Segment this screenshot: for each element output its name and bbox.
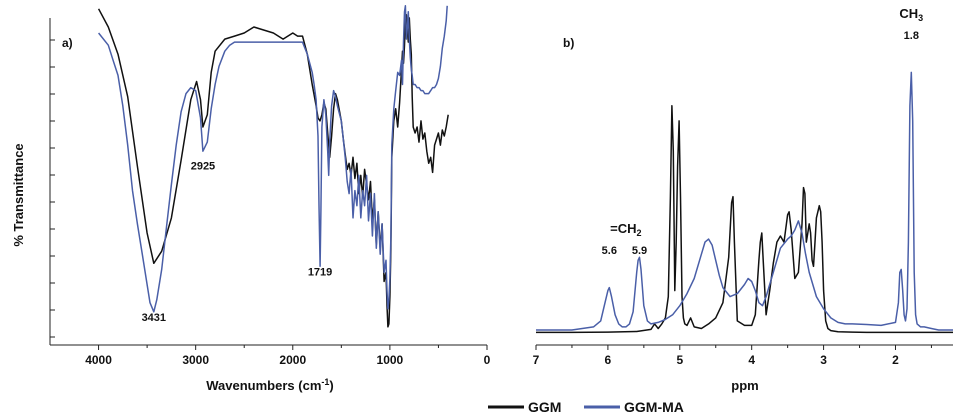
- legend-label-ggm: GGM: [528, 399, 561, 415]
- ftir-annotations: 3431 2925 1719: [142, 160, 333, 324]
- legend-label-ggm-ma: GGM-MA: [624, 399, 684, 415]
- nmr-series-ggm-ma: [536, 71, 953, 331]
- ftir-series-ggm-ma: [98, 5, 448, 313]
- ftir-series-ggm: [97, 8, 449, 328]
- nmr-x-tick-label: 4: [748, 353, 755, 367]
- nmr-series-ggm: [536, 105, 953, 334]
- ftir-annotation: 1719: [308, 266, 332, 278]
- nmr-annotation: CH3: [899, 6, 923, 23]
- ftir-x-ticks: 4000 3000 2000 1000 0: [85, 345, 491, 367]
- nmr-annotation: =CH2: [610, 221, 641, 238]
- nmr-annotation: 5.9: [632, 245, 647, 257]
- ftir-annotation: 2925: [191, 160, 215, 172]
- ftir-x-tick-label: 1000: [377, 353, 404, 367]
- ftir-panel-label: a): [62, 36, 73, 50]
- legend: GGM GGM-MA: [488, 399, 684, 415]
- nmr-panel: 7 6 5 4 3 2 =CH2 5.6 5.9 CH3 1.8 b) ppm: [533, 6, 953, 393]
- ftir-x-axis-title: Wavenumbers (cm-1): [206, 377, 333, 393]
- ftir-x-axis-title-sup: -1: [321, 377, 329, 387]
- nmr-annotation: 5.6: [602, 245, 617, 257]
- nmr-annotations: =CH2 5.6 5.9 CH3 1.8: [602, 6, 924, 257]
- nmr-x-tick-label: 7: [533, 353, 540, 367]
- ftir-x-tick-label: 4000: [85, 353, 112, 367]
- nmr-x-tick-label: 6: [605, 353, 612, 367]
- nmr-x-ticks: 7 6 5 4 3 2: [533, 345, 932, 367]
- ftir-series: [97, 5, 449, 328]
- nmr-series: [536, 71, 953, 334]
- ftir-x-axis-title-end: ): [329, 378, 333, 393]
- nmr-x-tick-label: 3: [820, 353, 827, 367]
- nmr-x-tick-label: 5: [676, 353, 683, 367]
- nmr-panel-label: b): [563, 36, 574, 50]
- ftir-x-axis-title-main: Wavenumbers (cm: [206, 378, 321, 393]
- ftir-annotation: 3431: [142, 312, 166, 324]
- nmr-x-tick-label: 2: [892, 353, 899, 367]
- ftir-x-tick-label: 3000: [182, 353, 209, 367]
- nmr-x-axis-title: ppm: [731, 378, 758, 393]
- ftir-y-axis-title: % Transmittance: [11, 143, 26, 246]
- nmr-annotation: 1.8: [904, 30, 919, 42]
- ftir-x-tick-label: 2000: [279, 353, 306, 367]
- ftir-panel: 4000 3000 2000 1000 0 3431 2925 1719 a) % Tran…: [11, 5, 491, 393]
- ftir-axes: [49, 18, 487, 346]
- ftir-x-tick-label: 0: [484, 353, 491, 367]
